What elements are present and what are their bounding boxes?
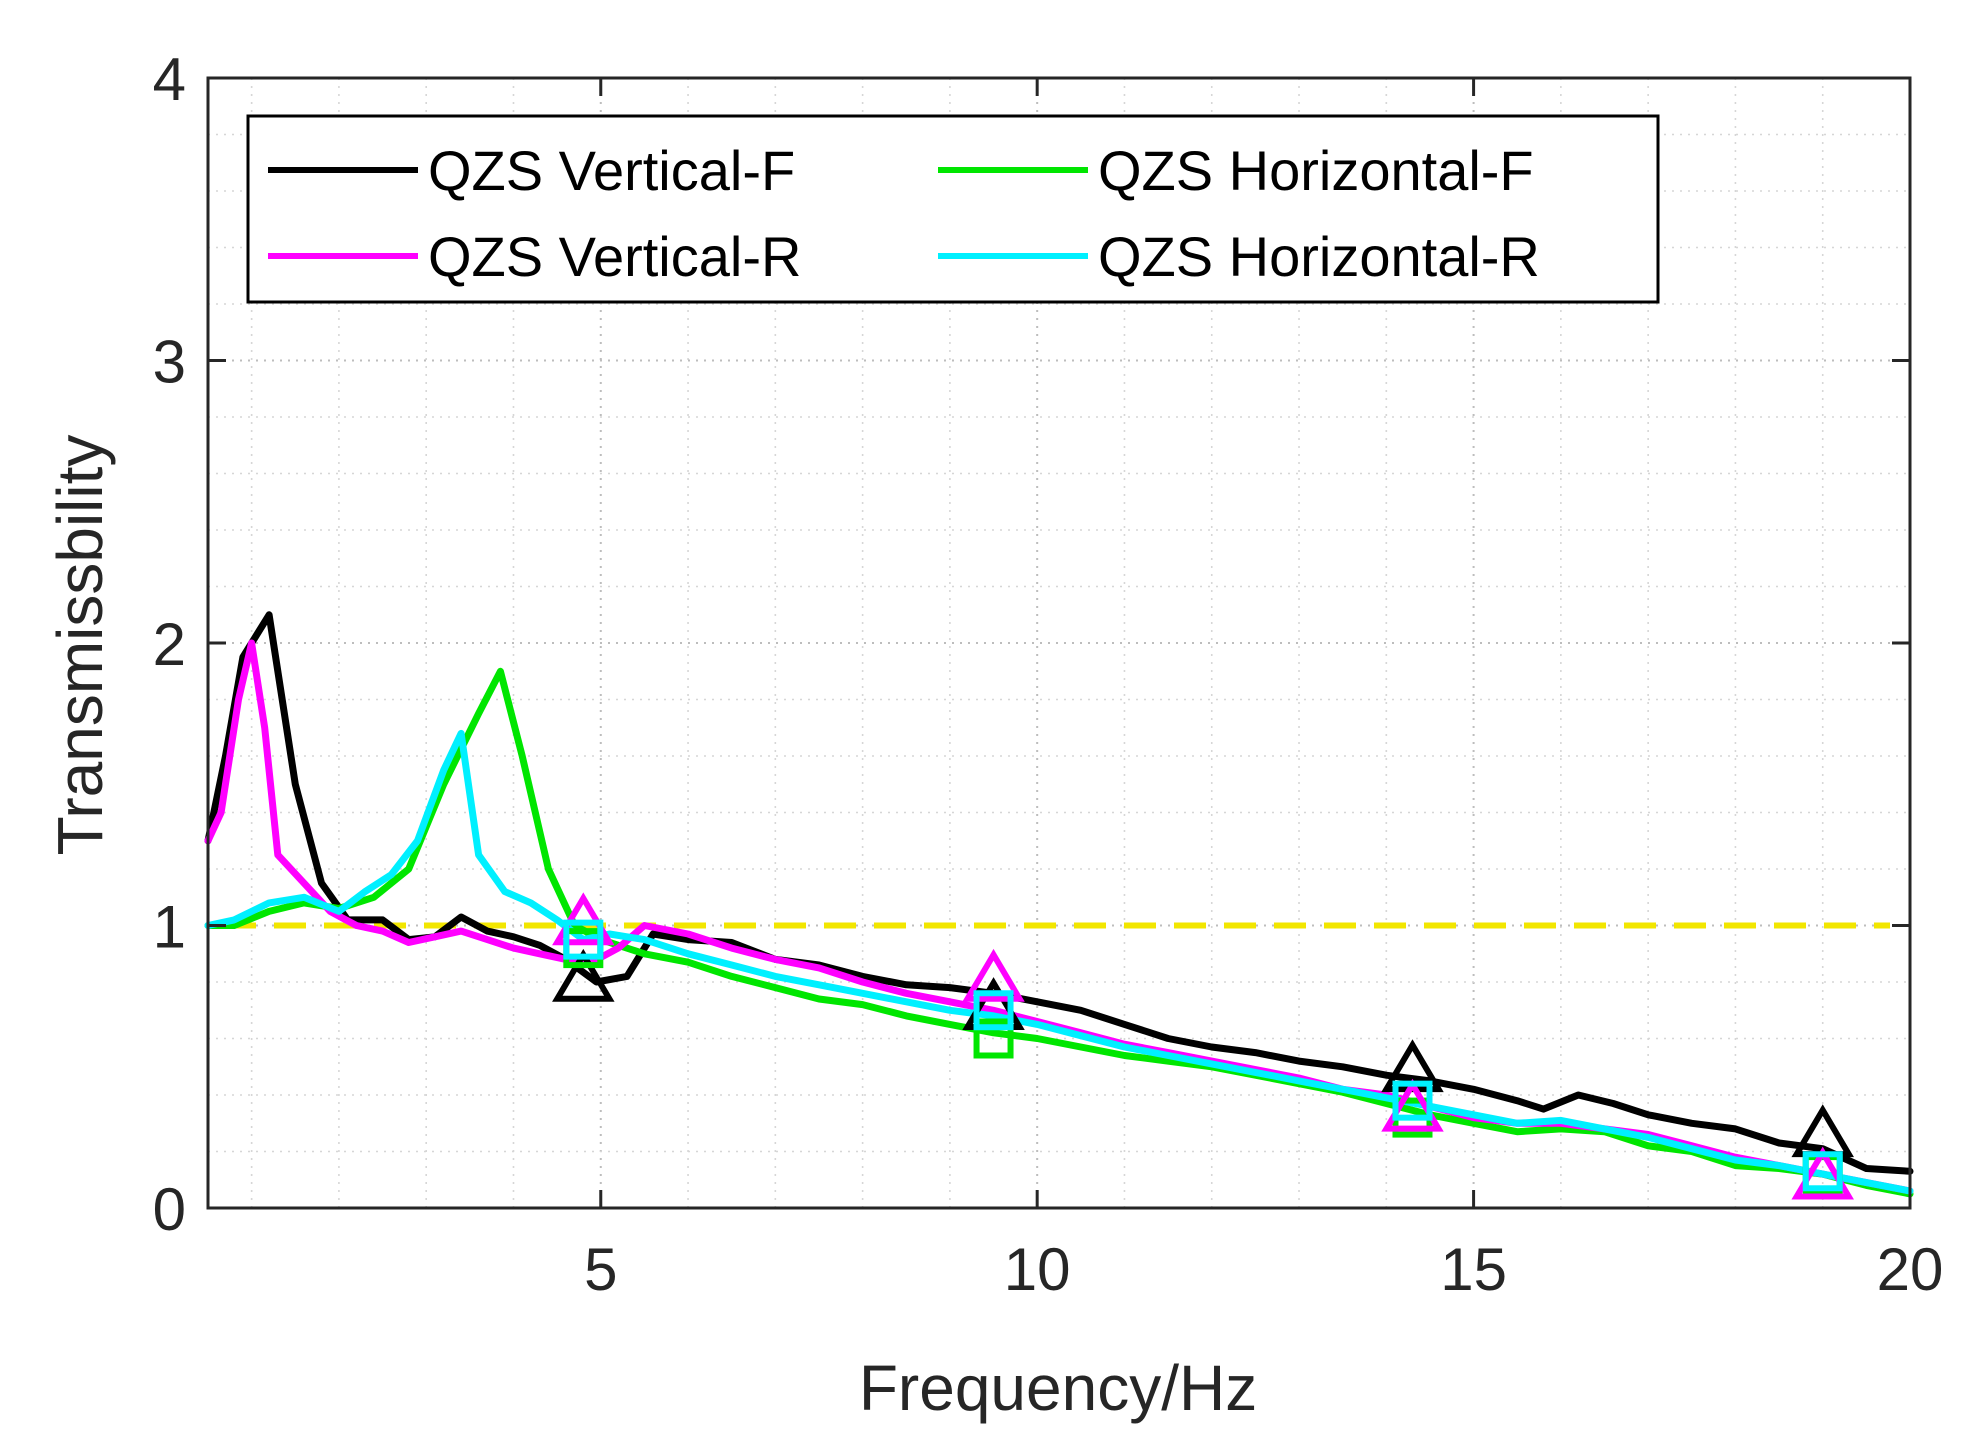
marker-qzs-horizontal-r — [1802, 1151, 1843, 1192]
legend-label-vertical-r: QZS Vertical-R — [428, 225, 801, 288]
x-axis-title: Frequency/Hz — [859, 1352, 1257, 1424]
series-line-qzs-vertical-f — [204, 611, 1914, 1175]
legend-label-horizontal-r: QZS Horizontal-R — [1098, 225, 1540, 288]
legend-box — [246, 114, 1660, 304]
x-tick-label: 20 — [1877, 1236, 1944, 1303]
series-layer — [204, 611, 1914, 1198]
y-tick-label: 0 — [153, 1176, 186, 1243]
legend-label-vertical-f: QZS Vertical-F — [428, 139, 795, 202]
x-tick-label: 15 — [1440, 1236, 1507, 1303]
marker-qzs-horizontal-r — [563, 919, 604, 960]
y-axis-title: Transmissbility — [44, 435, 116, 856]
series-line-qzs-horizontal-r — [204, 729, 1914, 1195]
legend: QZS Vertical-F QZS Horizontal-F QZS Vert… — [246, 114, 1660, 304]
y-tick-label: 3 — [153, 329, 186, 396]
x-tick-label: 10 — [1004, 1236, 1071, 1303]
marker-qzs-horizontal-r — [1392, 1080, 1433, 1121]
y-tick-label: 2 — [153, 611, 186, 678]
marker-qzs-horizontal-r — [973, 990, 1014, 1031]
axis-ticks: 5 10 15 20 0 1 2 3 4 — [153, 46, 1944, 1303]
marker-qzs-vertical-r — [1791, 1146, 1854, 1200]
legend-label-horizontal-f: QZS Horizontal-F — [1098, 139, 1534, 202]
marker-layer — [552, 892, 1854, 1200]
marker-qzs-horizontal-f — [973, 1018, 1014, 1059]
marker-qzs-vertical-r — [962, 948, 1025, 1002]
x-tick-label: 5 — [584, 1236, 617, 1303]
marker-qzs-vertical-f — [552, 948, 615, 1002]
y-tick-label: 4 — [153, 46, 186, 113]
y-tick-label: 1 — [153, 894, 186, 961]
marker-qzs-vertical-r — [1381, 1078, 1444, 1132]
